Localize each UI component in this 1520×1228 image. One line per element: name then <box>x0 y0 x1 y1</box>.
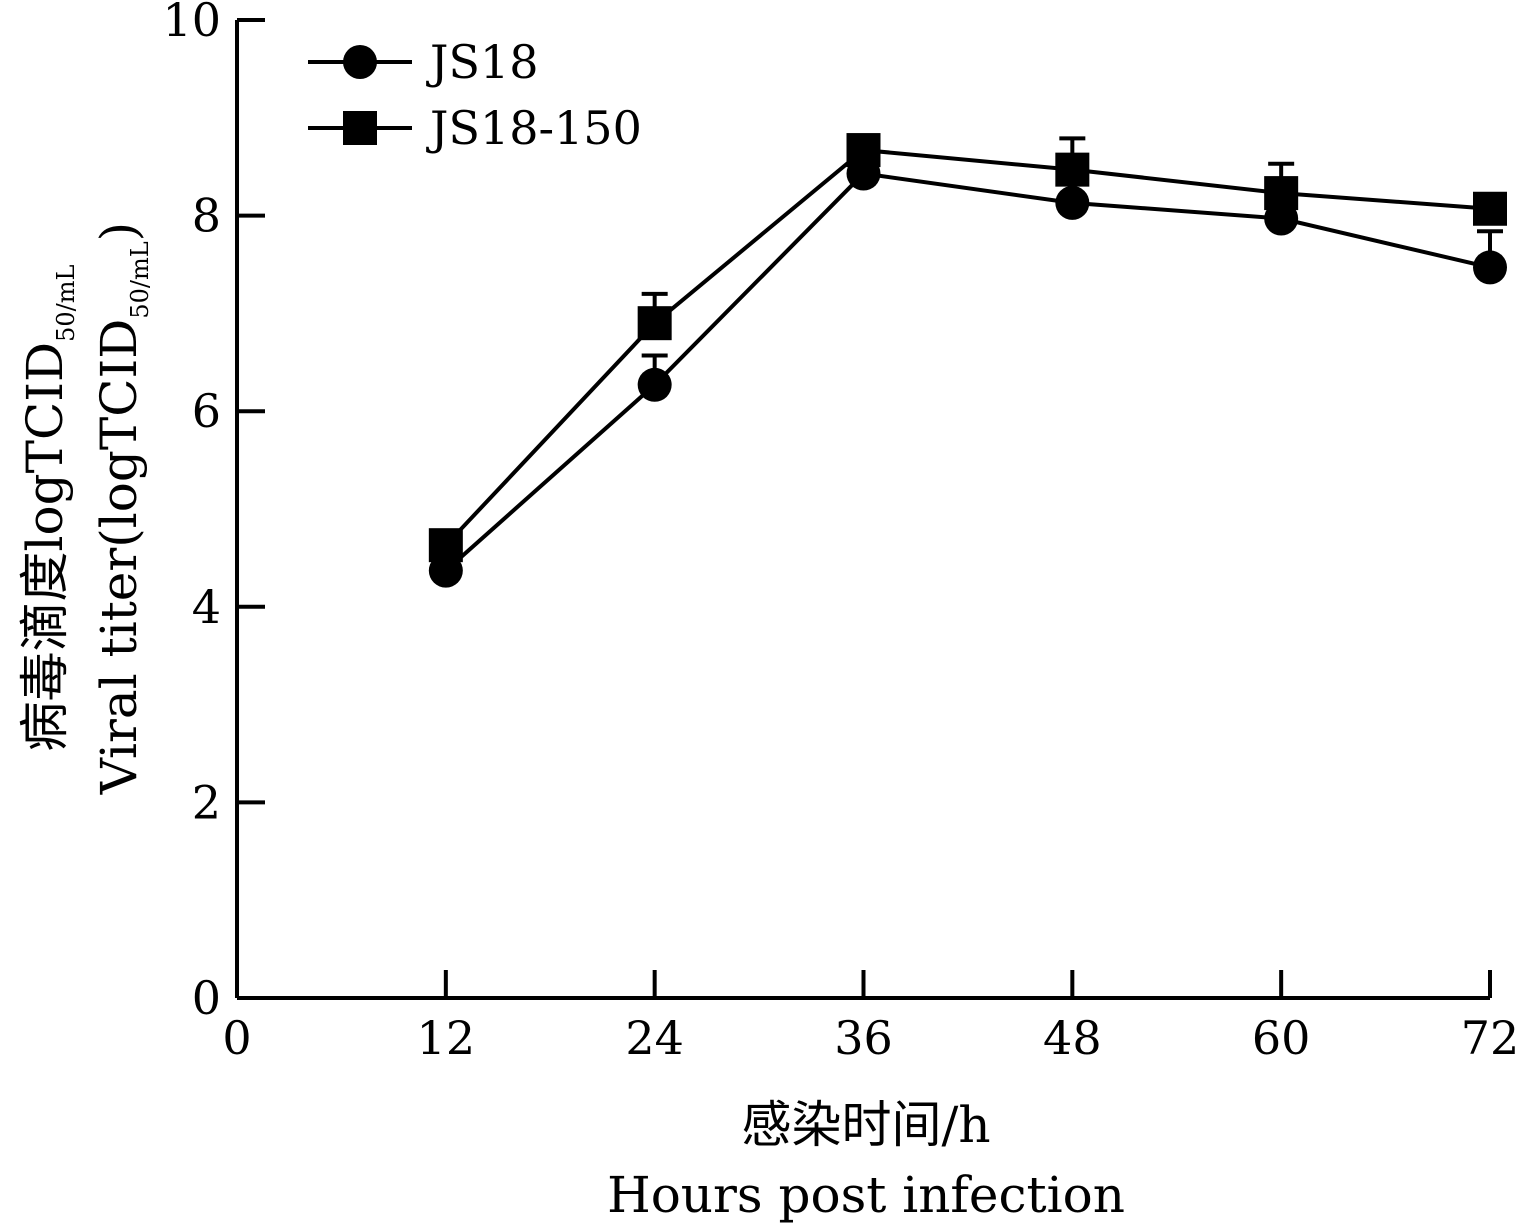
data-point-square <box>846 133 881 168</box>
y-axis-title-en: Viral titer(logTCID50/mL) <box>90 222 154 795</box>
legend: JS18 JS18-150 <box>308 35 642 155</box>
legend-label-js18-150: JS18-150 <box>426 101 642 155</box>
series-js18-150 <box>428 133 1507 563</box>
x-tick-label: 48 <box>1043 1011 1102 1065</box>
x-tick-label: 24 <box>625 1011 684 1065</box>
y-axis-title-cn-subscript: 50/mL <box>52 265 80 342</box>
y-tick-label: 0 <box>192 971 221 1025</box>
series-js18 <box>428 156 1507 588</box>
y-tick-label: 10 <box>162 0 221 47</box>
series-line <box>444 148 1491 547</box>
x-tick-label: 12 <box>417 1011 476 1065</box>
x-tick-label: 36 <box>834 1011 893 1065</box>
y-ticks: 0 2 4 6 8 10 <box>162 0 265 1025</box>
data-point-square <box>1055 152 1090 187</box>
y-tick-label: 8 <box>192 189 221 243</box>
y-tick-label: 2 <box>192 775 221 829</box>
y-axis-title-cn-main: 病毒滴度logTCID <box>16 342 74 752</box>
data-point-square <box>428 528 463 563</box>
legend-marker-square <box>343 111 377 145</box>
data-point-square <box>1264 176 1299 211</box>
data-point-square <box>1473 191 1507 226</box>
data-point-square <box>637 306 672 341</box>
legend-item-js18-150: JS18-150 <box>308 101 642 155</box>
y-tick-label: 6 <box>192 384 221 438</box>
y-axis-title-en-subscript: 50/mL <box>126 241 154 318</box>
x-axis-title: 感染时间/h Hours post infection <box>607 1096 1125 1224</box>
legend-label-js18: JS18 <box>426 35 539 89</box>
legend-marker-circle <box>343 45 377 79</box>
series-line <box>444 171 1491 573</box>
y-axis-title-en-close: ) <box>90 222 148 242</box>
y-tick-label: 4 <box>192 580 221 634</box>
x-tick-label: 72 <box>1461 1011 1520 1065</box>
data-point-circle <box>1473 250 1507 285</box>
x-tick-label: 0 <box>222 1011 251 1065</box>
x-axis-title-cn: 感染时间/h <box>741 1096 990 1154</box>
y-axis-title-en-main: Viral titer(logTCID <box>90 319 148 796</box>
series-layer <box>428 133 1507 588</box>
y-axis-title: 病毒滴度logTCID50/mL Viral titer(logTCID50/m… <box>16 222 154 795</box>
data-point-circle <box>1055 185 1090 220</box>
data-point-circle <box>637 367 672 402</box>
legend-item-js18: JS18 <box>308 35 539 89</box>
y-axis-title-cn: 病毒滴度logTCID50/mL <box>16 265 80 752</box>
x-tick-label: 60 <box>1252 1011 1311 1065</box>
x-ticks: 0 12 24 36 48 60 72 <box>222 970 1519 1065</box>
x-axis-title-en: Hours post infection <box>607 1166 1125 1224</box>
